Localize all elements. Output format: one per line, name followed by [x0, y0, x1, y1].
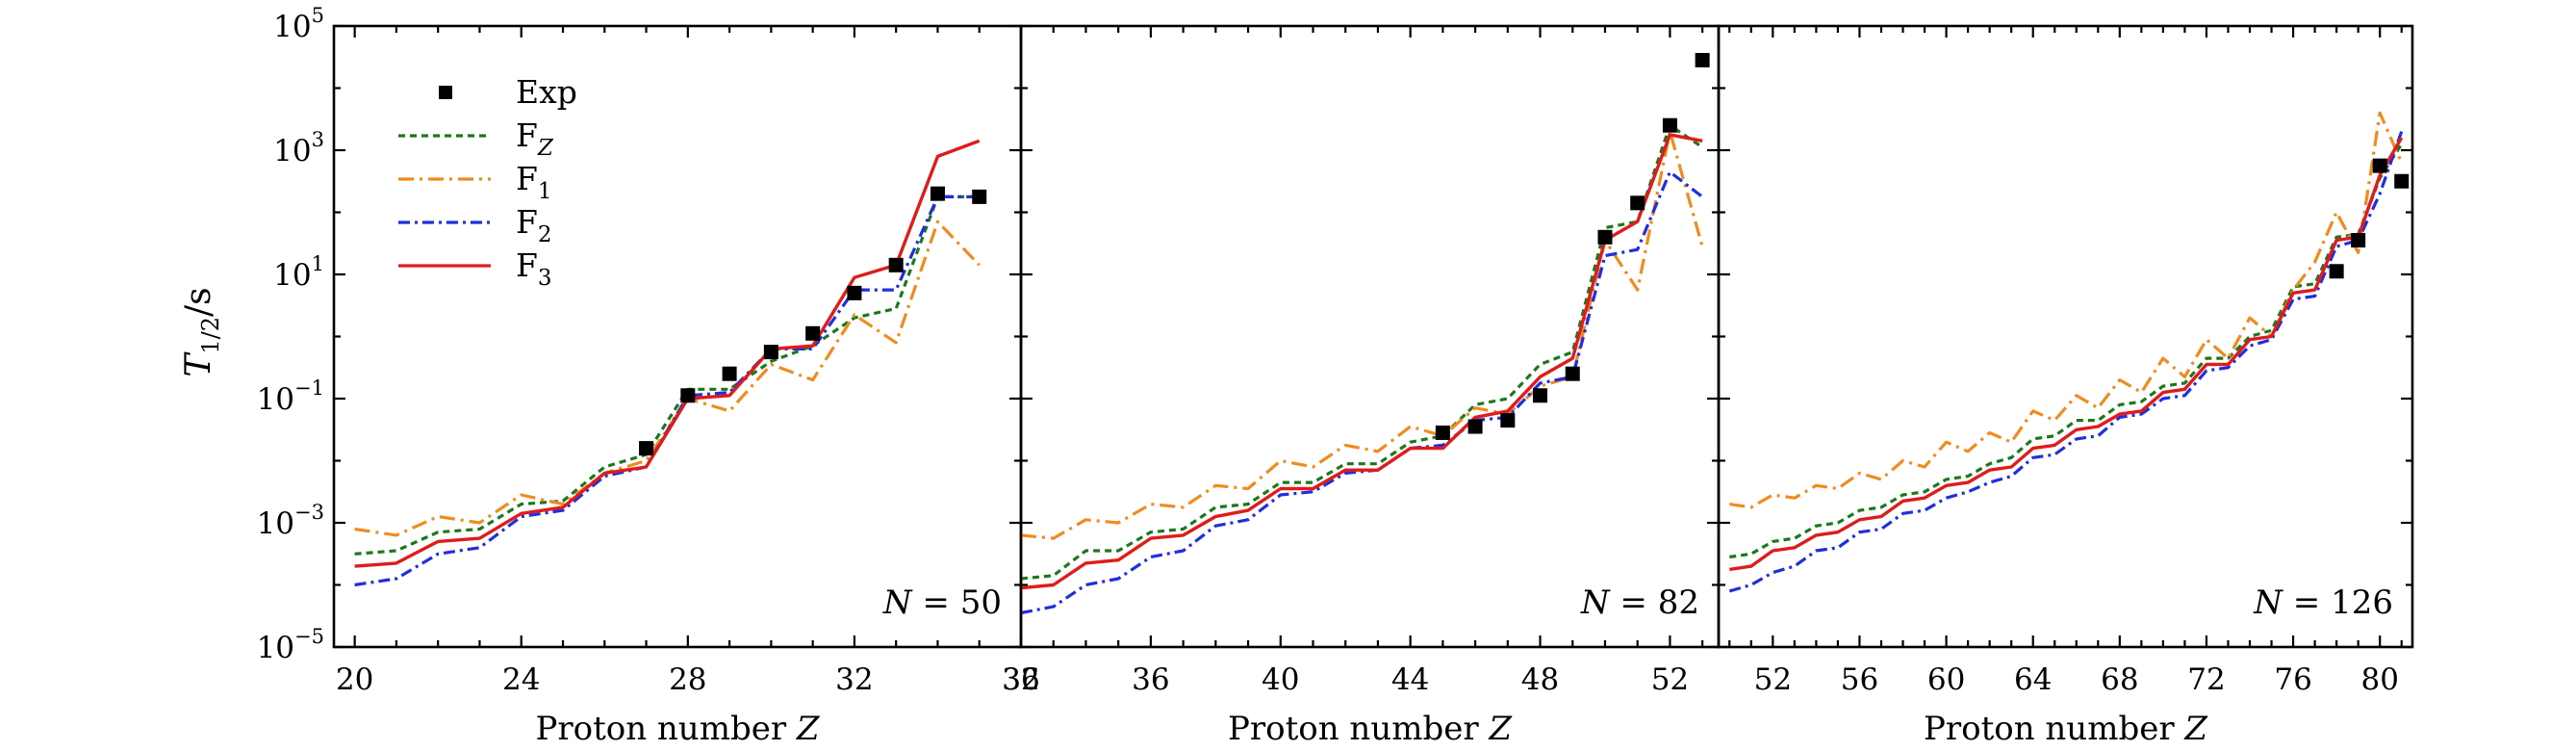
x-tick-label: 72	[2187, 662, 2225, 697]
series-line-f3	[354, 139, 981, 568]
exp-point	[680, 388, 696, 403]
series-line-fz	[354, 194, 980, 556]
y-tick-label: 105	[273, 4, 324, 44]
x-tick-label: 48	[1521, 662, 1559, 697]
legend-label: F3	[516, 246, 552, 291]
legend-entry-fz: FZ	[398, 117, 554, 161]
exp-point	[1565, 366, 1580, 381]
exp-point	[2329, 264, 2344, 279]
exp-point	[972, 189, 987, 204]
x-tick-label: 20	[336, 662, 373, 697]
exp-point	[1533, 388, 1548, 403]
legend-entry-exp: Exp	[439, 73, 577, 111]
exp-point	[805, 325, 821, 341]
series-line-f2	[354, 194, 980, 587]
exp-point	[847, 285, 862, 300]
legend-label: F1	[516, 160, 552, 204]
exp-point	[639, 441, 654, 456]
exp-point	[1435, 425, 1450, 440]
x-tick-label: 60	[1927, 662, 1965, 697]
exp-point	[1597, 229, 1613, 245]
y-tick-label: 101	[273, 252, 324, 293]
y-tick-label: 10−1	[257, 376, 324, 417]
legend-marker-exp	[439, 86, 452, 99]
legend-entry-f3: F3	[398, 246, 552, 291]
exp-point	[1500, 413, 1516, 428]
x-tick-label: 24	[502, 662, 540, 697]
y-tick-label: 103	[273, 128, 324, 168]
exp-point	[763, 345, 778, 360]
x-tick-label: 44	[1391, 662, 1429, 697]
exp-point	[888, 257, 904, 272]
panel-label: N = 82	[1580, 583, 1699, 622]
y-tick-label: 10−3	[257, 501, 324, 541]
exp-point	[722, 366, 737, 381]
x-tick-label: 36	[1132, 662, 1169, 697]
x-axis-label: Proton number Z	[1228, 710, 1513, 748]
x-tick-label: 80	[2360, 662, 2398, 697]
series-line-fz	[1020, 123, 1703, 581]
x-tick-label: 56	[1841, 662, 1878, 697]
legend-label: FZ	[516, 117, 554, 161]
x-tick-label: 68	[2101, 662, 2138, 697]
panel-label: N = 50	[882, 583, 1002, 622]
x-tick-label: 52	[1651, 662, 1689, 697]
x-tick-label: 32	[1002, 662, 1039, 697]
y-tick-label: 10−5	[257, 625, 324, 665]
series-line-f3	[1729, 137, 2404, 572]
exp-point	[930, 186, 945, 201]
x-tick-label: 40	[1262, 662, 1299, 697]
x-axis-label: Proton number Z	[535, 710, 820, 748]
exp-point	[2351, 233, 2366, 248]
legend-label: Exp	[516, 73, 577, 111]
x-tick-label: 52	[1754, 662, 1792, 697]
panel-3: 52 56 60 64 68 72 76 80 N = 126 Proton number Z	[1717, 24, 2414, 748]
panel-label: N = 126	[2253, 583, 2393, 622]
exp-point	[1695, 52, 1710, 67]
series-line-f2	[1728, 131, 2404, 593]
x-tick-label: 76	[2274, 662, 2311, 697]
exp-point	[2394, 173, 2410, 189]
panel-frame	[1717, 24, 2414, 649]
legend-label: F2	[516, 203, 552, 247]
legend-entry-f2: F2	[398, 203, 552, 247]
exp-point	[1630, 195, 1645, 211]
exp-point	[2372, 158, 2387, 173]
x-tick-label: 64	[2014, 662, 2052, 697]
x-tick-label: 32	[835, 662, 873, 697]
x-tick-label: 28	[669, 662, 706, 697]
series-line-f1	[1020, 130, 1704, 540]
series-line-f3	[1020, 133, 1703, 590]
x-tick-label: 36	[1002, 662, 1039, 697]
exp-point	[1662, 117, 1677, 133]
exp-point	[1467, 419, 1483, 434]
y-tick-labels: 10−5 10−3 10−1 101 103 105	[257, 4, 324, 665]
series-line-f1	[1729, 111, 2404, 509]
legend-entry-f1: F1	[398, 160, 552, 204]
series-line-fz	[1729, 142, 2404, 559]
x-axis-label: Proton number Z	[1924, 710, 2208, 748]
y-axis-label: T1/2/s	[179, 287, 224, 376]
